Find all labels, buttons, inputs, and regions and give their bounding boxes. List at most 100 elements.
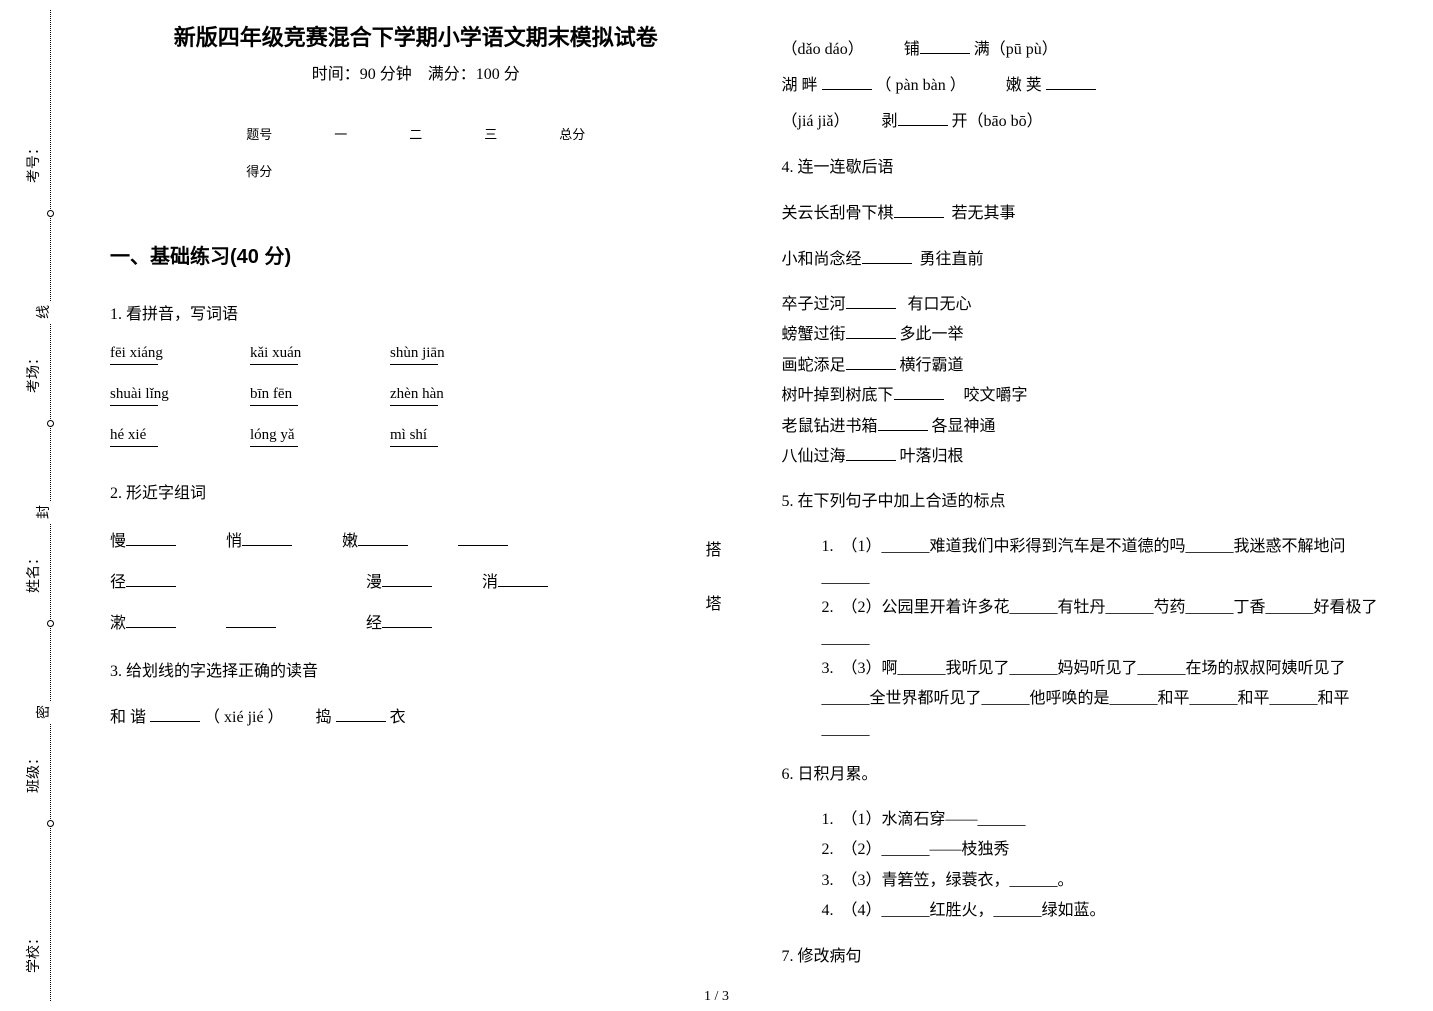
gutter-circle-3 bbox=[47, 620, 54, 627]
q4-p5-l: 树叶掉到树底下 bbox=[782, 387, 894, 404]
doc-subtitle: 时间：90 分钟 满分：100 分 bbox=[110, 60, 722, 84]
q2-w02: 嫩 bbox=[342, 533, 358, 550]
page-number: 1 / 3 bbox=[704, 989, 729, 1005]
q5-list: 1. （1）______难道我们中彩得到汽车是不道德的吗______我迷惑不解地… bbox=[822, 532, 1394, 745]
q7-title: 7. 修改病句 bbox=[782, 941, 1394, 973]
q1-r1c0: shuài lǐng bbox=[110, 386, 200, 403]
q3-l1-tail: 捣 bbox=[316, 709, 336, 726]
q4-p1-l: 小和尚念经 bbox=[782, 251, 862, 268]
q1-r0c2: shùn jiān bbox=[390, 345, 480, 362]
q4-pair-1: 小和尚念经 勇往直前 bbox=[782, 244, 1394, 276]
q4-p2-l: 卒子过河 bbox=[782, 296, 846, 313]
q1-title: 1. 看拼音，写词语 bbox=[110, 299, 722, 331]
q3-more3: （jiá jiǎ） 剥 开（bāo bō） bbox=[782, 106, 1394, 138]
q2-grid: 慢 悄 嫩 径 漫 消 漱 经 bbox=[110, 524, 645, 642]
q2-w11: 径 bbox=[110, 574, 126, 591]
q2-right-1: 塔 bbox=[705, 578, 721, 632]
subtitle-time: 时间：90 分钟 bbox=[312, 66, 412, 83]
q2-w22: 漱 bbox=[110, 615, 126, 632]
q1-r2c0: hé xié bbox=[110, 427, 200, 444]
q6-list: 1. （1）水滴石穿——______ 2. （2）______——枝独秀 3. … bbox=[822, 805, 1394, 927]
q1-r1c2: zhèn hàn bbox=[390, 386, 480, 403]
subtitle-score: 满分：100 分 bbox=[428, 66, 520, 83]
q3-l1-tail2: 衣 bbox=[390, 709, 406, 726]
q2-w01: 悄 bbox=[226, 533, 242, 550]
q3-line1: 和 谐 （ xié jié ） 捣 衣 bbox=[110, 702, 722, 734]
q4-p5-r: 咬文嚼字 bbox=[964, 387, 1028, 404]
q6-i2: （3）青箬笠，绿蓑衣，______。 bbox=[842, 872, 1074, 889]
q6-i3: （4）______红胜火，______绿如蓝。 bbox=[842, 902, 1106, 919]
q4-p0-l: 关云长刮骨下棋 bbox=[782, 205, 894, 222]
q3-m1-mid: 铺 bbox=[904, 41, 920, 58]
q6-i0: （1）水滴石穿——______ bbox=[842, 811, 1026, 828]
q2-w31: 经 bbox=[366, 615, 382, 632]
score-hdr-0: 题号 bbox=[216, 116, 302, 151]
q2-w20: 漫 bbox=[366, 574, 382, 591]
q1-r2c1: lóng yǎ bbox=[250, 427, 340, 444]
q2-w00: 慢 bbox=[110, 533, 126, 550]
q6-title: 6. 日积月累。 bbox=[782, 759, 1394, 791]
q1-r0c1: kǎi xuán bbox=[250, 345, 340, 362]
q1-grid: fēi xiáng kǎi xuán shùn jiān shuài lǐng … bbox=[110, 345, 722, 464]
score-hdr-3: 三 bbox=[454, 116, 527, 151]
q5-title: 5. 在下列句子中加上合适的标点 bbox=[782, 486, 1394, 518]
gutter-seg-1: 线 bbox=[31, 301, 55, 323]
q4-title: 4. 连一连歇后语 bbox=[782, 152, 1394, 184]
gutter-seg-3: 密 bbox=[31, 701, 55, 723]
score-hdr-4: 总分 bbox=[529, 116, 615, 151]
q3-m2-mid2: 嫩 荚 bbox=[1006, 77, 1046, 94]
q2-title: 2. 形近字组词 bbox=[110, 478, 722, 510]
q4-block: 卒子过河 有口无心 螃蟹过街 多此一举 画蛇添足 横行霸道 树叶掉到树底下 咬文… bbox=[782, 290, 1394, 472]
q2-w21: 消 bbox=[482, 574, 498, 591]
score-hdr-2: 二 bbox=[379, 116, 452, 151]
q4-p3-l: 螃蟹过街 bbox=[782, 326, 846, 343]
gutter-seg-2: 封 bbox=[31, 501, 55, 523]
q1-r0c0: fēi xiáng bbox=[110, 345, 200, 362]
binding-gutter: 考号： 线 考场： 封 姓名： 密 班级： 学校： bbox=[10, 0, 70, 1011]
score-hdr-1: 一 bbox=[304, 116, 377, 151]
q3-title: 3. 给划线的字选择正确的读音 bbox=[110, 656, 722, 688]
q3-l1-opts: （ xié jié ） bbox=[204, 709, 284, 726]
score-row2-label: 得分 bbox=[216, 153, 302, 188]
q1-r1c1: bīn fēn bbox=[250, 386, 340, 403]
q4-p0-r: 若无其事 bbox=[952, 205, 1016, 222]
q3-m3-pre: （jiá jiǎ） bbox=[782, 113, 850, 130]
q5-i0: （1）______难道我们中彩得到汽车是不道德的吗______我迷惑不解地问__… bbox=[822, 538, 1346, 585]
doc-title: 新版四年级竞赛混合下学期小学语文期末模拟试卷 bbox=[110, 20, 722, 52]
gutter-label-kaochang: 考场： bbox=[21, 347, 45, 397]
q3-m3-opts: 开（bāo bō） bbox=[952, 113, 1043, 130]
q4-p4-r: 横行霸道 bbox=[900, 357, 964, 374]
q1-r2c2: mì shí bbox=[390, 427, 480, 444]
q4-p4-l: 画蛇添足 bbox=[782, 357, 846, 374]
q4-p6-r: 各显神通 bbox=[932, 418, 996, 435]
q4-pair-0: 关云长刮骨下棋 若无其事 bbox=[782, 198, 1394, 230]
gutter-circle-2 bbox=[47, 420, 54, 427]
q4-p6-l: 老鼠钻进书箱 bbox=[782, 418, 878, 435]
q5-i1: （2）公园里开着许多花______有牡丹______芍药______丁香____… bbox=[822, 599, 1378, 646]
column-left: 新版四年级竞赛混合下学期小学语文期末模拟试卷 时间：90 分钟 满分：100 分… bbox=[110, 20, 722, 981]
q4-p7-l: 八仙过海 bbox=[782, 448, 846, 465]
gutter-label-kaohao: 考号： bbox=[21, 137, 45, 187]
column-right: （dǎo dáo） 铺 满（pū pù） 湖 畔 （ pàn bàn ） 嫩 荚… bbox=[782, 20, 1394, 981]
q5-i2: （3）啊______我听见了______妈妈听见了______在场的叔叔阿姨听见… bbox=[822, 660, 1350, 738]
score-table: 题号 一 二 三 总分 得分 bbox=[214, 114, 617, 190]
q4-p7-r: 叶落归根 bbox=[900, 448, 964, 465]
q2-right-0: 搭 bbox=[705, 524, 721, 578]
page-body: 新版四年级竞赛混合下学期小学语文期末模拟试卷 时间：90 分钟 满分：100 分… bbox=[110, 20, 1393, 981]
q3-m2-pre: 湖 畔 bbox=[782, 77, 822, 94]
q2-right: 搭 塔 bbox=[705, 524, 721, 633]
q4-p1-r: 勇往直前 bbox=[920, 251, 984, 268]
q3-l1-pre: 和 谐 bbox=[110, 709, 150, 726]
q3-m2-opts: （ pàn bàn ） bbox=[876, 77, 966, 94]
gutter-circle-1 bbox=[47, 210, 54, 217]
q6-i1: （2）______——枝独秀 bbox=[842, 841, 1010, 858]
gutter-label-class: 班级： bbox=[21, 747, 45, 797]
gutter-circle-4 bbox=[47, 820, 54, 827]
q3-m3-mid: 剥 bbox=[882, 113, 898, 130]
gutter-label-name: 姓名： bbox=[21, 547, 45, 597]
q4-p2-r: 有口无心 bbox=[908, 296, 972, 313]
section-1-heading: 一、基础练习(40 分) bbox=[110, 240, 722, 269]
q3-m1-opts: 满（pū pù） bbox=[974, 41, 1058, 58]
q3-more1: （dǎo dáo） 铺 满（pū pù） bbox=[782, 34, 1394, 66]
q3-m1-pre: （dǎo dáo） bbox=[782, 41, 864, 58]
